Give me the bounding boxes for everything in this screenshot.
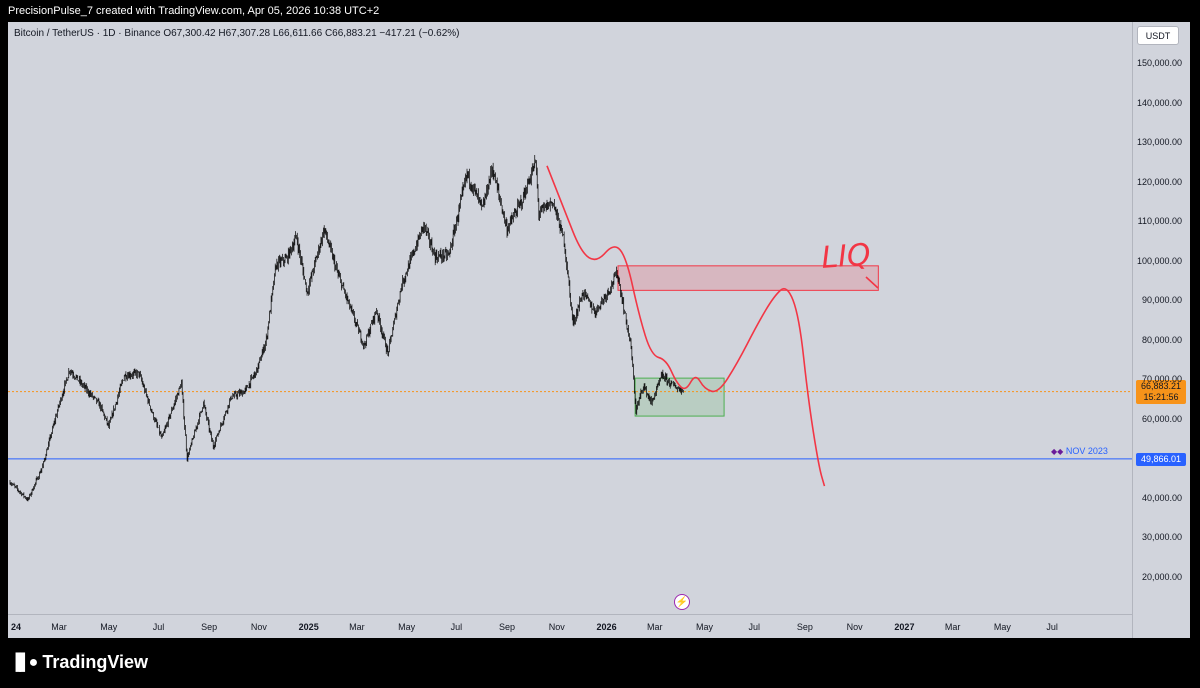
time-tick-label: May: [100, 622, 118, 632]
time-tick-label: 2025: [298, 622, 319, 632]
time-tick-label: Jul: [450, 622, 463, 632]
price-tick-label: 70,000.00: [1141, 374, 1182, 385]
symbol-ohlc-legend[interactable]: Bitcoin / TetherUS · 1D · Binance O67,30…: [14, 28, 460, 39]
time-tick-label: Sep: [201, 622, 218, 632]
time-tick-label: Jul: [748, 622, 761, 632]
time-tick-label: Sep: [498, 622, 516, 632]
price-tick-label: 150,000.00: [1136, 58, 1182, 68]
time-tick-label: Mar: [349, 622, 365, 632]
time-tick-label: May: [695, 622, 714, 632]
price-tick-label: 130,000.00: [1136, 137, 1182, 148]
price-tick-label: 140,000.00: [1136, 97, 1182, 108]
drawn-projection-path: [546, 165, 826, 487]
frame-gap: [1190, 22, 1200, 638]
price-tick-label: 20,000.00: [1141, 572, 1182, 582]
chart-canvas[interactable]: LIQ: [8, 22, 1132, 614]
time-tick-label: Mar: [944, 622, 961, 632]
price-tick-label: 110,000.00: [1137, 216, 1182, 227]
time-tick-label: Mar: [51, 622, 67, 632]
time-tick-label: Sep: [796, 622, 813, 632]
time-tick-label: Jul: [1046, 622, 1058, 632]
time-tick-label: Jul: [152, 622, 165, 632]
supply-zone: [617, 265, 879, 291]
time-tick-label: May: [993, 622, 1011, 632]
time-tick-label: Nov: [846, 622, 863, 632]
bar-countdown: 15:21:56: [1143, 391, 1179, 402]
tradingview-logo-icon: ▐▌●: [10, 653, 38, 671]
level-tag-text: NOV 2023: [1065, 446, 1108, 456]
time-tick-label: 2026: [596, 622, 617, 632]
currency-button[interactable]: USDT: [1137, 26, 1179, 45]
liq-annotation-tail: [865, 276, 879, 289]
price-tick-label: 100,000.00: [1136, 255, 1182, 266]
tradingview-logo[interactable]: ▐▌● TradingView: [10, 652, 148, 673]
time-tick-label: Mar: [646, 622, 663, 632]
flag-icon: ◆◆: [1051, 447, 1064, 456]
price-tick-label: 40,000.00: [1141, 492, 1182, 503]
time-tick-label: May: [398, 622, 416, 632]
time-tick-label: Nov: [250, 622, 267, 632]
brand-name: TradingView: [42, 652, 149, 672]
price-tick-label: 30,000.00: [1141, 532, 1182, 543]
level-price-label: 49,866.01: [1136, 452, 1186, 466]
time-axis[interactable]: 24 Mar May Jul Sep Nov 2025 Mar May Jul Sep Nov 2026…: [8, 614, 1132, 638]
price-tick-label: 120,000.00: [1136, 176, 1182, 187]
time-tick-label: Nov: [548, 622, 565, 632]
last-price-label: 66,883.21 15:21:56: [1136, 379, 1186, 404]
last-price-value: 66,883.21: [1140, 380, 1182, 391]
price-tick-label: 60,000.00: [1141, 413, 1182, 424]
chart-caption: PrecisionPulse_7 created with TradingVie…: [8, 5, 380, 17]
lightning-icon[interactable]: ⚡: [674, 594, 690, 610]
time-tick-label: 2027: [894, 622, 915, 632]
chart-plot-area[interactable]: LIQ Bitcoin / TetherUS · 1D · Binance O6…: [8, 22, 1132, 614]
liq-annotation: LIQ: [820, 237, 872, 275]
time-tick-label: 24: [10, 622, 22, 632]
level-tag-label: ◆◆ NOV 2023: [1051, 446, 1108, 456]
price-axis[interactable]: USDT 66,883.21 15:21:56 49,866.01 150,00…: [1132, 22, 1190, 638]
price-tick-label: 80,000.00: [1141, 334, 1182, 345]
price-tick-label: 90,000.00: [1141, 295, 1182, 306]
